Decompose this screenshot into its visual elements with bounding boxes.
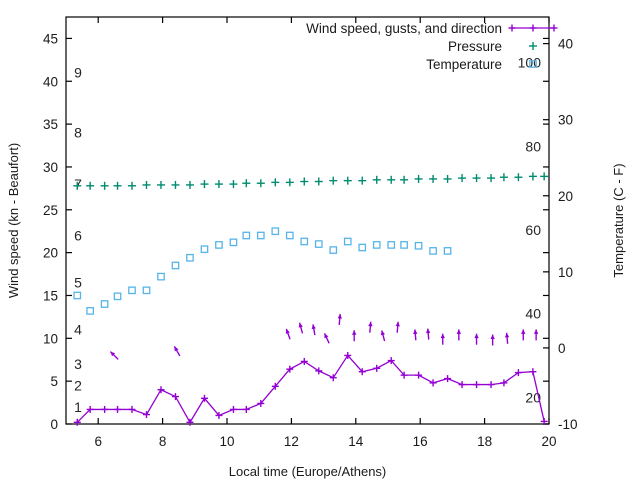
temperature-marker	[429, 247, 437, 255]
legend-label-3: Temperature	[426, 57, 502, 72]
wind-direction-arrow-head	[285, 328, 290, 334]
y2-axis-tick-label: 40	[558, 37, 573, 52]
y2-axis-title: Temperature (C - F)	[611, 163, 626, 277]
wind-direction-arrow-head	[490, 334, 495, 340]
y-axis-tick-label: 0	[50, 417, 58, 432]
temperature-marker	[271, 227, 280, 236]
temperature-marker	[73, 291, 82, 300]
temperature-marker	[314, 240, 323, 248]
y-axis-tick-label: 5	[50, 374, 58, 389]
y-axis-tick-label: 10	[43, 331, 58, 346]
wind-direction-arrow-head	[440, 333, 445, 339]
y-axis-tick-label: 25	[43, 203, 58, 218]
temperature-marker	[229, 238, 238, 247]
temperature-marker	[443, 247, 452, 255]
y-axis-tick-label: 40	[43, 74, 58, 89]
x-axis-tick-label: 10	[219, 434, 234, 449]
x-axis-tick-label: 8	[159, 434, 167, 449]
wind-direction-arrow-head	[413, 329, 418, 335]
temperature-marker	[171, 261, 180, 270]
temperature-marker	[200, 245, 209, 254]
x-axis-title: Local time (Europe/Athens)	[229, 464, 387, 479]
x-axis-tick-label: 18	[477, 434, 492, 449]
fahrenheit-scale-label: 40	[525, 306, 541, 322]
temperature-marker	[86, 307, 94, 315]
x-axis-tick-label: 6	[94, 434, 102, 449]
y-axis-tick-label: 35	[43, 117, 58, 132]
y2-axis-tick-label: 30	[558, 113, 573, 128]
fahrenheit-scale-label: 60	[525, 222, 541, 238]
legend-label-2: Pressure	[448, 39, 502, 54]
y-axis-tick-label: 15	[43, 288, 58, 303]
wind-direction-arrow-head	[425, 328, 431, 334]
wind-direction-arrow-head	[521, 329, 526, 334]
temperature-marker	[242, 231, 251, 240]
wind-direction-arrow-head	[395, 321, 400, 327]
beaufort-scale-label: 2	[74, 377, 82, 393]
y-axis-title: Wind speed (kn - Beaufort)	[6, 143, 21, 298]
temperature-marker	[400, 241, 408, 249]
legend-label-1: Wind speed, gusts, and direction	[306, 21, 502, 36]
beaufort-scale-label: 3	[74, 356, 82, 372]
temperature-marker	[186, 253, 194, 262]
wind-direction-arrow-head	[380, 330, 386, 336]
beaufort-scale-label: 8	[74, 125, 82, 141]
beaufort-scale-label: 9	[74, 65, 82, 81]
wind-direction-arrow-head	[174, 346, 179, 352]
plot-frame	[65, 16, 550, 425]
y-axis-tick-label: 20	[43, 246, 58, 261]
y2-axis-tick-label: 10	[558, 265, 573, 280]
temperature-marker	[372, 241, 381, 249]
wind-speed-line	[76, 354, 545, 424]
wind-direction-arrow-head	[533, 329, 539, 334]
temperature-marker	[142, 286, 151, 295]
temperature-marker	[100, 300, 109, 308]
x-axis-tick-label: 16	[413, 434, 428, 449]
temperature-marker	[414, 241, 423, 250]
temperature-marker	[113, 292, 122, 301]
temperature-marker	[157, 272, 165, 281]
y-axis-tick-label: 30	[43, 160, 58, 175]
temperature-marker	[215, 241, 223, 249]
x-axis-tick-label: 14	[348, 434, 364, 449]
y2-axis-tick-label: -10	[558, 417, 578, 432]
temperature-marker	[358, 243, 367, 252]
legend-sample-marker	[529, 60, 537, 68]
temperature-marker	[387, 241, 396, 249]
wind-direction-arrow-head	[474, 333, 479, 339]
beaufort-scale-label: 1	[74, 399, 82, 415]
x-axis-tick-label: 20	[541, 434, 556, 449]
temperature-marker	[329, 246, 338, 254]
temperature-marker	[128, 286, 136, 295]
fahrenheit-scale-label: 80	[525, 138, 541, 154]
wind-direction-arrow-head	[311, 324, 316, 330]
y2-axis-tick-label: 0	[558, 341, 566, 356]
wind-direction-arrow-head	[456, 329, 462, 334]
beaufort-scale-label: 7	[74, 176, 82, 192]
x-axis-tick-label: 12	[284, 434, 299, 449]
beaufort-scale-label: 6	[74, 227, 82, 243]
temperature-marker	[256, 231, 265, 240]
wind-direction-arrow-head	[368, 321, 373, 327]
wind-direction-arrow-head	[352, 330, 357, 335]
wind-direction-arrow-head	[110, 351, 116, 357]
y2-axis-tick-label: 20	[558, 189, 573, 204]
wind-direction-arrow-head	[324, 333, 329, 339]
beaufort-scale-label: 5	[74, 275, 82, 291]
wind-direction-arrow-head	[504, 332, 510, 338]
wind-direction-arrow-head	[337, 313, 342, 319]
wind-direction-arrow-head	[298, 322, 303, 328]
temperature-marker	[285, 231, 294, 240]
temperature-marker	[343, 237, 352, 246]
y-axis-tick-label: 45	[43, 31, 58, 46]
temperature-marker	[300, 237, 309, 246]
beaufort-scale-label: 4	[74, 322, 82, 338]
